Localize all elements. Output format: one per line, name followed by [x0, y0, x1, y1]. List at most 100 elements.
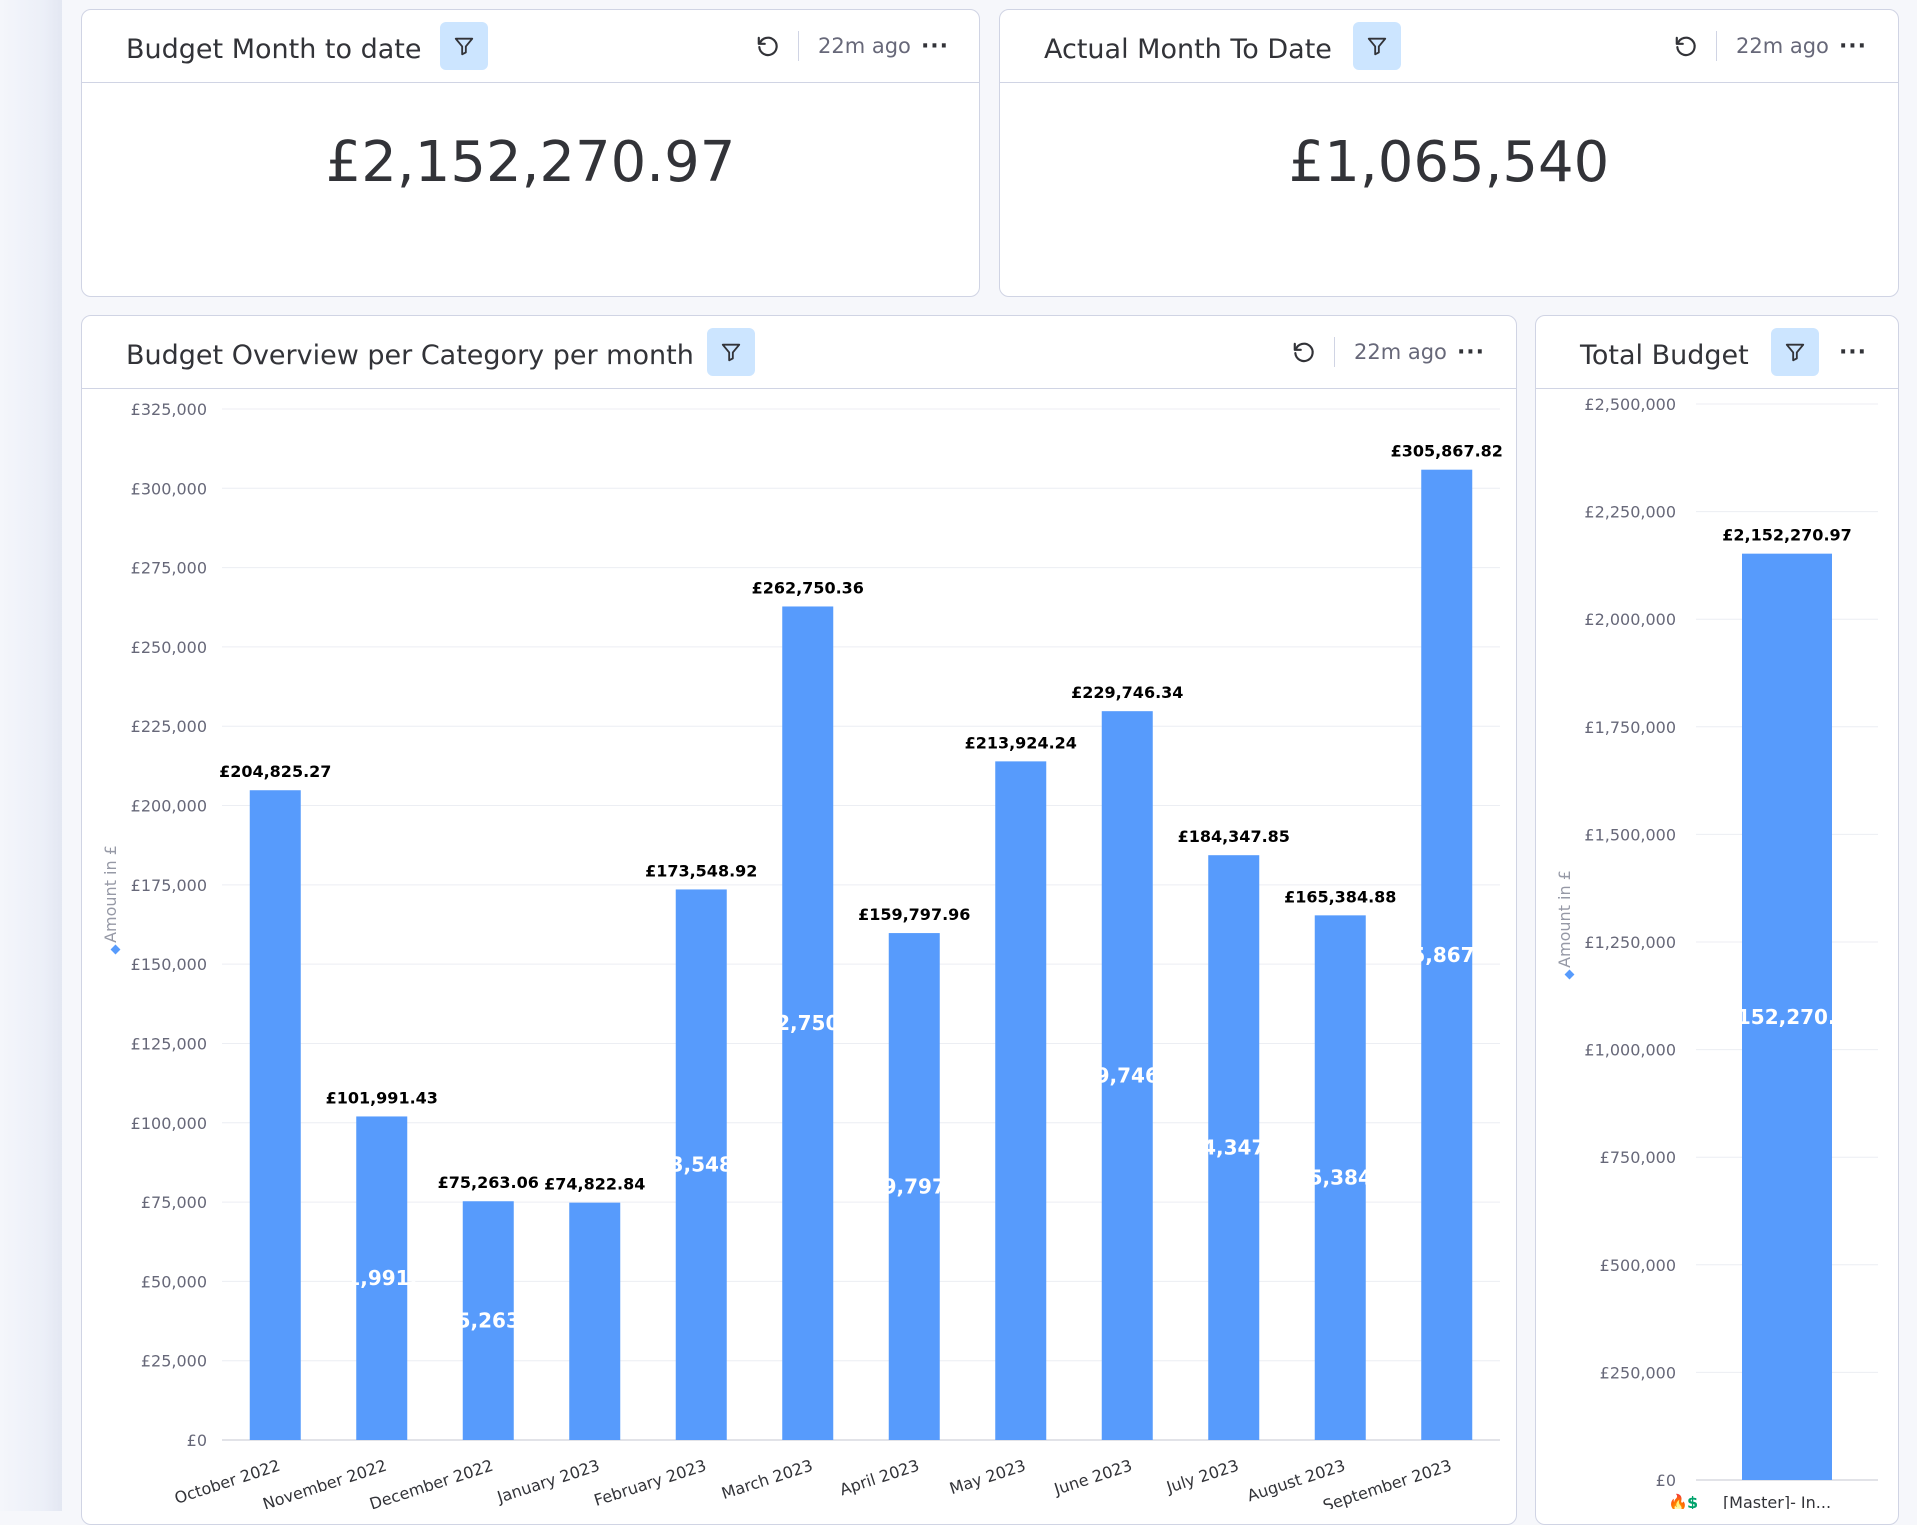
- diamond-icon: [1564, 969, 1575, 980]
- filter-button[interactable]: [707, 328, 755, 376]
- dollar-icon: $: [1687, 1493, 1698, 1509]
- divider: [1334, 337, 1335, 367]
- y-tick-label: £25,000: [141, 1352, 207, 1371]
- last-updated-text: 22m ago: [1736, 34, 1829, 58]
- filter-button[interactable]: [1771, 328, 1819, 376]
- y-tick-label: £2,250,000: [1584, 503, 1676, 522]
- widget-title: Total Budget: [1580, 340, 1749, 371]
- data-label: £229,746.34: [1071, 683, 1183, 702]
- x-tick-label: April 2023: [837, 1456, 921, 1500]
- bar: [1314, 915, 1366, 1440]
- data-label: £173,548.92: [645, 861, 757, 880]
- y-tick-label: £2,500,000: [1584, 395, 1676, 414]
- y-axis-label: Amount in £: [101, 845, 120, 943]
- data-label: £262,750.36: [752, 578, 864, 597]
- inner-bar-label: 2,750: [776, 1011, 839, 1035]
- diamond-icon: [110, 944, 121, 955]
- inner-bar-label: 9,746: [1096, 1064, 1159, 1088]
- bar: [1101, 711, 1153, 1440]
- data-label: £75,263.06: [438, 1173, 539, 1192]
- more-icon: ···: [1456, 339, 1486, 365]
- widget-header: Total Budget ···: [1536, 316, 1898, 389]
- refresh-icon: [757, 36, 778, 57]
- x-tick-label: July 2023: [1163, 1456, 1241, 1497]
- data-label: £204,825.27: [219, 762, 331, 781]
- inner-bar-label: 5,384: [1309, 1166, 1372, 1190]
- inner-bar-label: 9,797: [883, 1175, 946, 1199]
- x-tick-label: May 2023: [947, 1456, 1028, 1498]
- data-label: £305,867.82: [1391, 442, 1503, 461]
- data-label: £165,384.88: [1284, 887, 1396, 906]
- widget-title: Actual Month To Date: [1044, 34, 1332, 65]
- y-tick-label: £1,000,000: [1584, 1041, 1676, 1060]
- actual-mtd-value: £1,065,540: [1288, 130, 1610, 195]
- y-tick-label: £150,000: [131, 955, 207, 974]
- y-axis-label: Amount in £: [1555, 870, 1574, 968]
- refresh-icon: [1675, 36, 1696, 57]
- x-tick-label: [Master]- In...: [1723, 1493, 1831, 1509]
- data-label: £2,152,270.97: [1722, 526, 1852, 545]
- more-icon: ···: [1838, 339, 1868, 365]
- y-tick-label: £1,250,000: [1584, 933, 1676, 952]
- divider: [1716, 31, 1717, 61]
- filter-icon: [1367, 37, 1387, 56]
- data-label: £159,797.96: [858, 905, 970, 924]
- filter-icon: [721, 343, 741, 362]
- budget-overview-chart: £0 £25,000 £50,000 £75,000 £100,000 £125,000 £…: [101, 400, 1503, 1509]
- y-tick-label: £175,000: [131, 876, 207, 895]
- refresh-button[interactable]: [1290, 338, 1318, 366]
- y-tick-label: £2,000,000: [1584, 610, 1676, 629]
- data-label: £213,924.24: [965, 733, 1077, 752]
- bar: [782, 606, 834, 1440]
- filter-button[interactable]: [1353, 22, 1401, 70]
- y-tick-label: £250,000: [1600, 1363, 1676, 1382]
- bar: [462, 1201, 514, 1440]
- budget-month-to-date-widget: Budget Month to date 22m ago ··· £2,152,…: [81, 9, 980, 297]
- left-sidebar-edge: [0, 0, 62, 1511]
- inner-bar-label: 5,263: [457, 1309, 520, 1333]
- x-tick-label: June 2023: [1051, 1456, 1135, 1499]
- bar: [1421, 469, 1473, 1440]
- data-label: £184,347.85: [1178, 827, 1290, 846]
- widget-title: Budget Overview per Category per month: [126, 340, 694, 371]
- y-tick-label: £125,000: [131, 1034, 207, 1053]
- x-tick-label: February 2023: [592, 1456, 709, 1509]
- x-tick-label: January 2023: [494, 1456, 602, 1507]
- y-tick-label: £275,000: [131, 559, 207, 578]
- y-tick-label: £75,000: [141, 1193, 207, 1212]
- widget-header: Budget Overview per Category per month 2…: [82, 316, 1516, 389]
- refresh-button[interactable]: [1672, 32, 1700, 60]
- y-tick-label: £225,000: [131, 717, 207, 736]
- total-budget-chart: £0 £250,000 £500,000 £750,000 £1,000,000 £1,2…: [1555, 395, 1878, 1509]
- more-options-button[interactable]: ···: [1456, 338, 1486, 366]
- y-tick-label: £500,000: [1600, 1256, 1676, 1275]
- divider: [798, 31, 799, 61]
- y-tick-label: £200,000: [131, 797, 207, 816]
- budget-overview-widget: Budget Overview per Category per month 2…: [81, 315, 1517, 1525]
- y-tick-label: £325,000: [131, 400, 207, 419]
- more-options-button[interactable]: ···: [1838, 338, 1868, 366]
- bar: [249, 790, 301, 1440]
- bar: [675, 889, 727, 1440]
- bar: [356, 1116, 408, 1440]
- y-tick-label: £750,000: [1600, 1148, 1676, 1167]
- x-tick-label: March 2023: [719, 1456, 815, 1503]
- filter-icon: [454, 37, 474, 56]
- inner-bar-label: 1,991.: [346, 1266, 417, 1290]
- inner-bar-label: ,152,270.!: [1729, 1005, 1844, 1029]
- more-options-button[interactable]: ···: [1838, 32, 1868, 60]
- last-updated-text: 22m ago: [1354, 340, 1447, 364]
- actual-month-to-date-widget: Actual Month To Date 22m ago ··· £1,065,…: [999, 9, 1899, 297]
- refresh-button[interactable]: [754, 32, 782, 60]
- y-tick-label: £1,500,000: [1584, 825, 1676, 844]
- bar: [995, 761, 1047, 1440]
- bar: [888, 933, 940, 1440]
- more-options-button[interactable]: ···: [920, 32, 950, 60]
- filter-icon: [1785, 343, 1805, 362]
- inner-bar-label: 4,347: [1202, 1136, 1265, 1160]
- filter-button[interactable]: [440, 22, 488, 70]
- bar: [1208, 855, 1260, 1440]
- more-icon: ···: [1838, 33, 1868, 59]
- budget-mtd-value: £2,152,270.97: [325, 130, 736, 195]
- bar: [1742, 553, 1832, 1480]
